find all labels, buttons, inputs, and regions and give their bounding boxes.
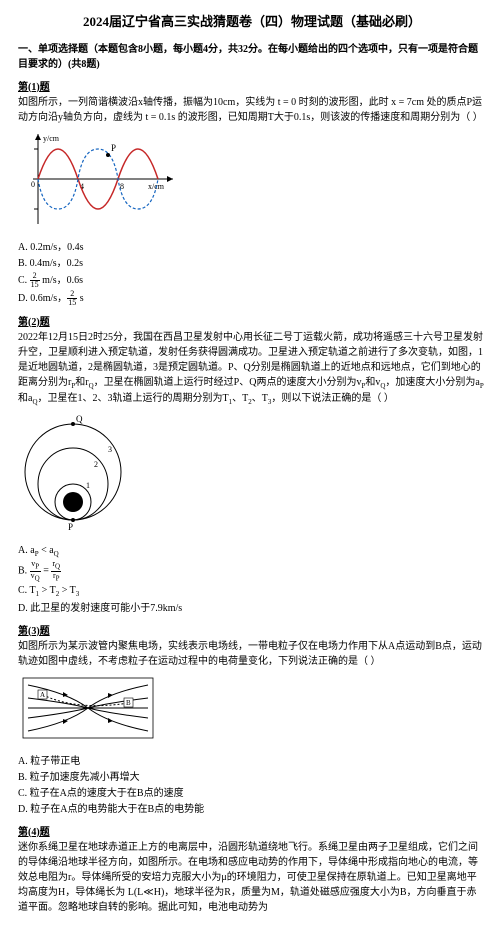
q2-figure: Q P 1 2 3	[18, 412, 486, 537]
q2-opt-c: C. T1 > T2 > T3	[18, 583, 486, 600]
svg-text:2: 2	[94, 460, 98, 469]
q1-opt-c: C. 215 m/s，0.6s	[18, 272, 486, 289]
q2-number: 第(2)题	[18, 315, 486, 330]
svg-text:B: B	[126, 699, 131, 707]
q1-figure: y/cm x/cm 0 4 8 P	[18, 129, 486, 234]
q3-opt-a: A. 粒子带正电	[18, 754, 486, 769]
q3-opt-b: B. 粒子加速度先减小再增大	[18, 770, 486, 785]
q4-number: 第(4)题	[18, 825, 486, 840]
q3-opt-c: C. 粒子在A点的速度大于在B点的速度	[18, 786, 486, 801]
q2-opt-a: A. aP < aQ	[18, 543, 486, 560]
q3-options: A. 粒子带正电 B. 粒子加速度先减小再增大 C. 粒子在A点的速度大于在B点…	[18, 754, 486, 817]
svg-text:P: P	[68, 522, 73, 532]
svg-text:A: A	[40, 691, 45, 699]
section-1-header: 一、单项选择题（本题包含8小题，每小题4分，共32分。在每小题给出的四个选项中，…	[18, 42, 486, 72]
q2-options: A. aP < aQ B. vPvQ = rQrP C. T1 > T2 > T…	[18, 543, 486, 616]
q2-opt-d: D. 此卫星的发射速度可能小于7.9km/s	[18, 601, 486, 616]
svg-text:1: 1	[86, 481, 90, 490]
q1-text: 如图所示，一列简谐横波沿x轴传播，振幅为10cm，实线为 t = 0 时刻的波形…	[18, 95, 486, 125]
q1-opt-a: A. 0.2m/s，0.4s	[18, 240, 486, 255]
q2-text: 2022年12月15日2时25分，我国在西昌卫星发射中心用长征二号丁运载火箭，成…	[18, 330, 486, 408]
q3-number: 第(3)题	[18, 624, 486, 639]
q3-text: 如图所示为某示波管内聚焦电场，实线表示电场线，一带电粒子仅在电场力作用下从A点运…	[18, 639, 486, 669]
svg-text:3: 3	[108, 445, 112, 454]
page-title: 2024届辽宁省高三实战猜题卷（四）物理试题（基础必刷）	[18, 12, 486, 32]
svg-text:Q: Q	[76, 414, 83, 424]
q4-text: 迷你系绳卫星在地球赤道正上方的电离层中，沿圆形轨道绕地飞行。系绳卫星由两子卫星组…	[18, 840, 486, 915]
q1-opt-d: D. 0.6m/s，215 s	[18, 290, 486, 307]
q1-opt-b: B. 0.4m/s，0.2s	[18, 256, 486, 271]
svg-text:y/cm: y/cm	[43, 134, 60, 143]
svg-text:0: 0	[31, 180, 35, 189]
q1-options: A. 0.2m/s，0.4s B. 0.4m/s，0.2s C. 215 m/s…	[18, 240, 486, 307]
q2-opt-b: B. vPvQ = rQrP	[18, 560, 486, 582]
svg-text:P: P	[111, 143, 116, 153]
q3-opt-d: D. 粒子在A点的电势能大于在B点的电势能	[18, 802, 486, 817]
q1-number: 第(1)题	[18, 80, 486, 95]
q3-figure: A B	[18, 673, 486, 748]
